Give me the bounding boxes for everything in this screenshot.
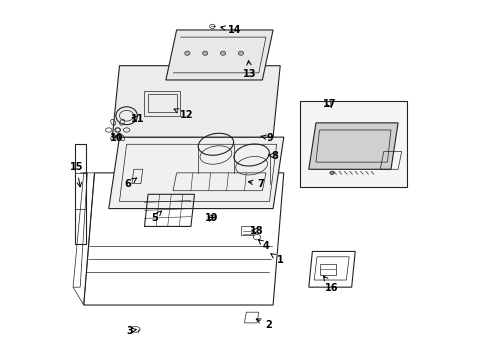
Text: 18: 18 [249, 226, 263, 236]
Bar [241, 226, 253, 235]
Polygon shape [108, 137, 283, 208]
Text: 6: 6 [124, 178, 136, 189]
Text: 4: 4 [258, 240, 269, 251]
Bar [148, 94, 176, 112]
Text: 1: 1 [270, 254, 283, 265]
Polygon shape [308, 123, 397, 169]
Text: 10: 10 [110, 133, 123, 143]
Bar [299, 102, 406, 187]
Bar [319, 264, 335, 275]
Polygon shape [165, 30, 272, 80]
Text: 9: 9 [260, 133, 272, 143]
Text: 3: 3 [126, 326, 136, 336]
Text: 13: 13 [243, 60, 256, 78]
Ellipse shape [202, 51, 207, 55]
Text: 7: 7 [248, 179, 264, 189]
Ellipse shape [184, 51, 190, 55]
Ellipse shape [238, 51, 243, 55]
Text: 5: 5 [151, 211, 161, 222]
Ellipse shape [329, 171, 333, 175]
Ellipse shape [220, 51, 225, 55]
Text: 15: 15 [70, 162, 83, 187]
Text: 17: 17 [322, 99, 336, 109]
Text: 19: 19 [204, 213, 218, 223]
Text: 8: 8 [268, 151, 278, 161]
Bar [144, 91, 180, 116]
Text: 16: 16 [323, 276, 338, 293]
Text: 2: 2 [256, 319, 272, 330]
Polygon shape [112, 66, 280, 137]
Text: 14: 14 [221, 25, 241, 35]
Text: 12: 12 [174, 109, 193, 120]
Text: 11: 11 [130, 113, 144, 123]
